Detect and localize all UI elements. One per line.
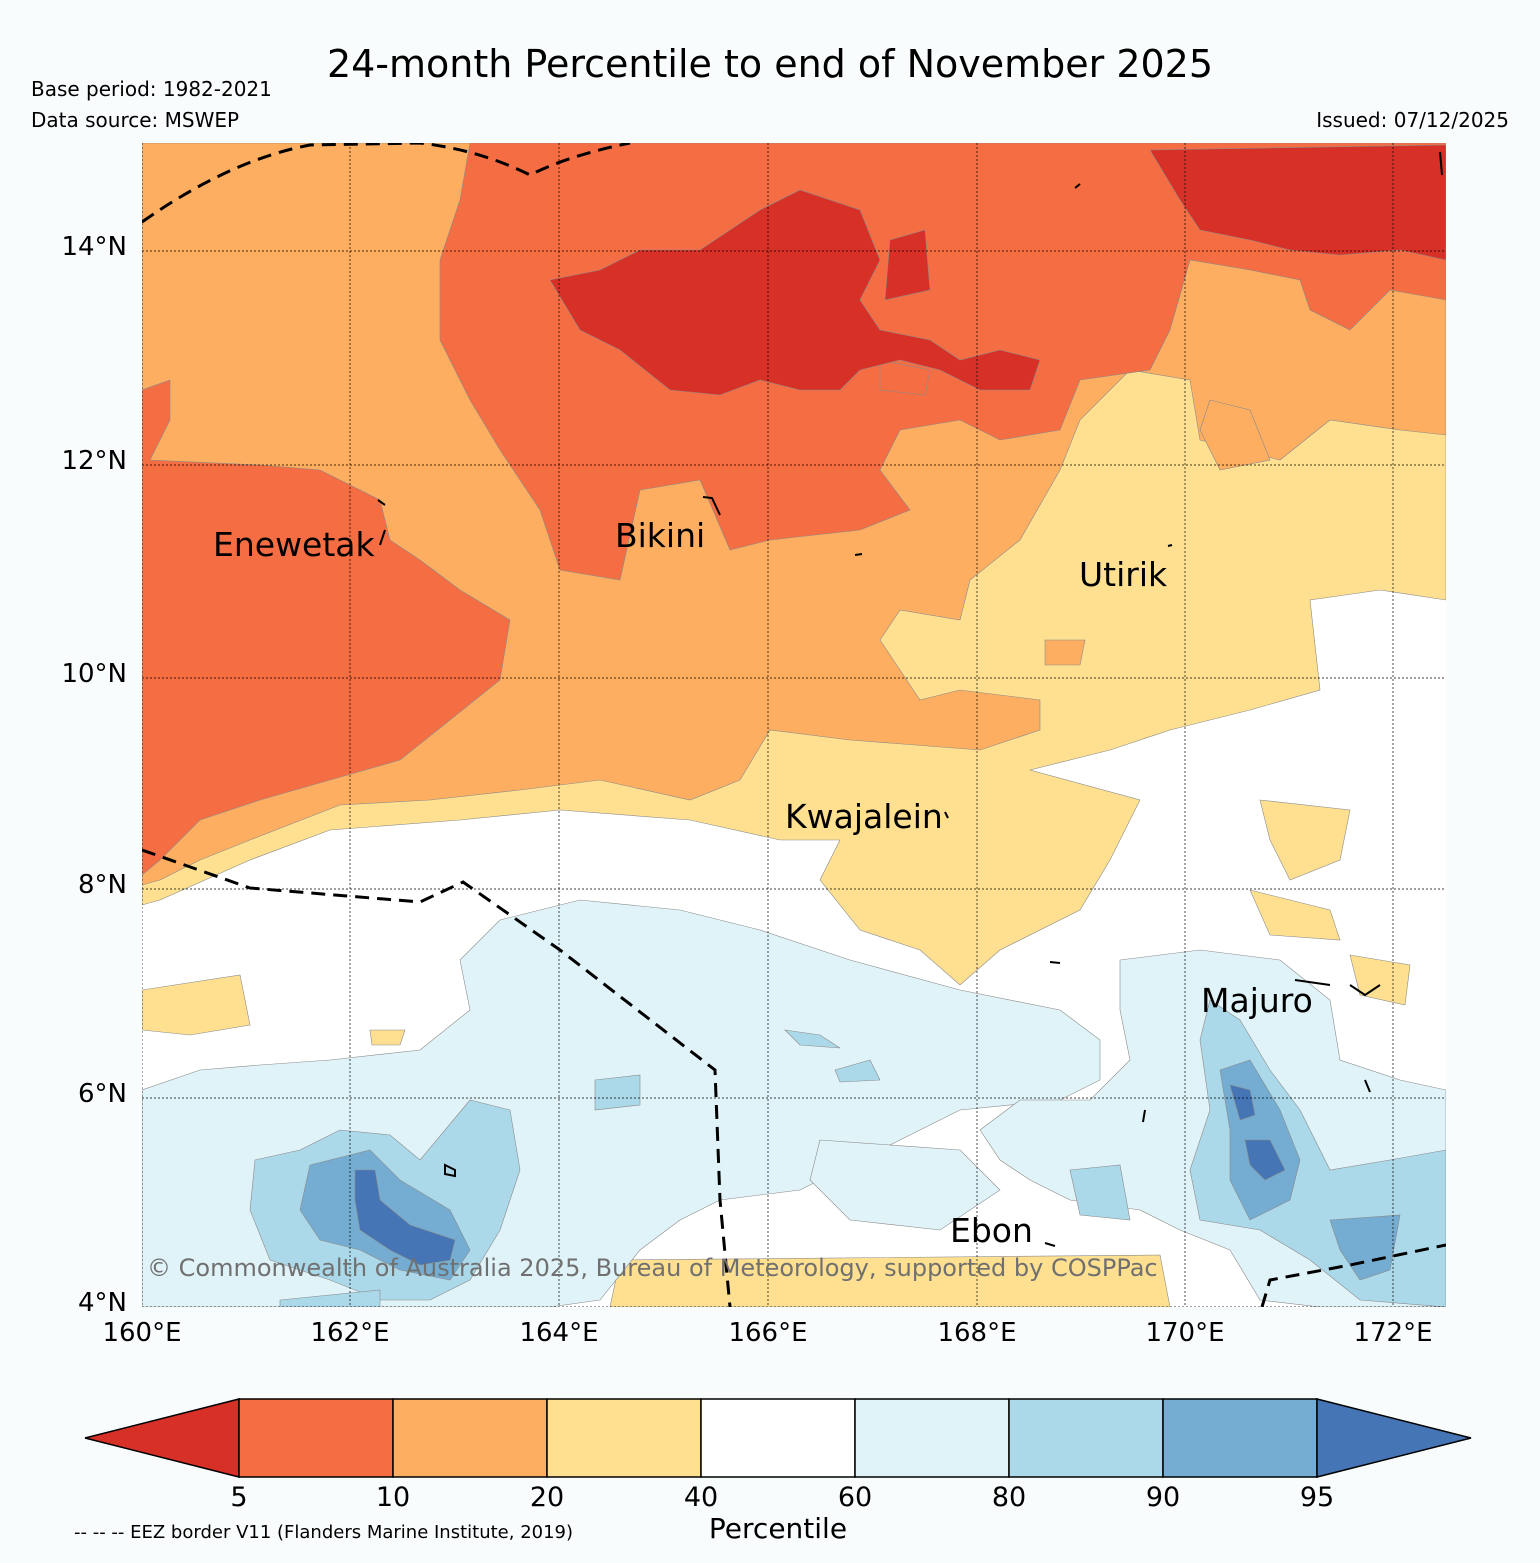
percentile-field xyxy=(142,143,1446,1307)
lon-label-172e: 172°E xyxy=(1353,1318,1433,1348)
place-label-utirik: Utirik xyxy=(1079,555,1168,594)
colorbar-label: Percentile xyxy=(708,1512,848,1545)
colorbar xyxy=(84,1398,1472,1478)
lon-label-160e: 160°E xyxy=(102,1318,182,1348)
copyright-notice: © Commonwealth of Australia 2025, Bureau… xyxy=(147,1254,1158,1282)
place-label-enewetak: Enewetak xyxy=(213,525,375,564)
issued-date: Issued: 07/12/2025 xyxy=(1316,108,1509,132)
colorbar-extend-high xyxy=(1316,1398,1472,1478)
gridlines xyxy=(142,143,1446,1307)
colorbar-tick-20: 20 xyxy=(529,1482,565,1513)
lat-label-14n: 14°N xyxy=(61,232,127,262)
lon-label-164e: 164°E xyxy=(519,1318,599,1348)
colorbar-tick-90: 90 xyxy=(1145,1482,1181,1513)
colorbar-tick-95: 95 xyxy=(1299,1482,1335,1513)
lon-label-170e: 170°E xyxy=(1145,1318,1225,1348)
lon-label-168e: 168°E xyxy=(937,1318,1017,1348)
place-label-kwajalein: Kwajalein xyxy=(785,797,943,836)
lon-label-166e: 166°E xyxy=(728,1318,808,1348)
colorbar-segment-10-20 xyxy=(392,1398,548,1478)
lat-label-10n: 10°N xyxy=(61,659,127,689)
colorbar-segment-60-80 xyxy=(854,1398,1010,1478)
place-label-ebon: Ebon xyxy=(950,1211,1033,1250)
lat-label-6n: 6°N xyxy=(78,1079,127,1109)
colorbar-segment-20-40 xyxy=(546,1398,702,1478)
data-source: Data source: MSWEP xyxy=(31,108,240,132)
band-lt-5 xyxy=(549,189,1041,396)
eez-borders xyxy=(142,143,1446,1307)
band-gt-95 xyxy=(354,1169,456,1266)
colorbar-segment-5-10 xyxy=(238,1398,394,1478)
band-5-10 xyxy=(142,379,511,876)
lon-label-162e: 162°E xyxy=(310,1318,390,1348)
colorbar-segment-80-90 xyxy=(1008,1398,1164,1478)
place-label-bikini: Bikini xyxy=(615,516,706,555)
lat-label-4n: 4°N xyxy=(78,1288,127,1318)
colorbar-tick-40: 40 xyxy=(683,1482,719,1513)
lat-label-8n: 8°N xyxy=(78,870,127,900)
place-label-majuro: Majuro xyxy=(1201,981,1313,1020)
colorbar-segment-90-95 xyxy=(1162,1398,1318,1478)
island-outlines xyxy=(377,151,1443,1247)
lat-label-12n: 12°N xyxy=(61,446,127,476)
colorbar-tick-5: 5 xyxy=(230,1482,248,1513)
colorbar-extend-low xyxy=(84,1398,240,1478)
colorbar-tick-10: 10 xyxy=(375,1482,411,1513)
eez-border-note: -- -- -- EEZ border V11 (Flanders Marine… xyxy=(74,1522,574,1543)
map-title: 24-month Percentile to end of November 2… xyxy=(326,42,1214,86)
colorbar-tick-80: 80 xyxy=(991,1482,1027,1513)
base-period: Base period: 1982-2021 xyxy=(31,77,272,101)
colorbar-tick-60: 60 xyxy=(837,1482,873,1513)
colorbar-segment-40-60 xyxy=(700,1398,856,1478)
